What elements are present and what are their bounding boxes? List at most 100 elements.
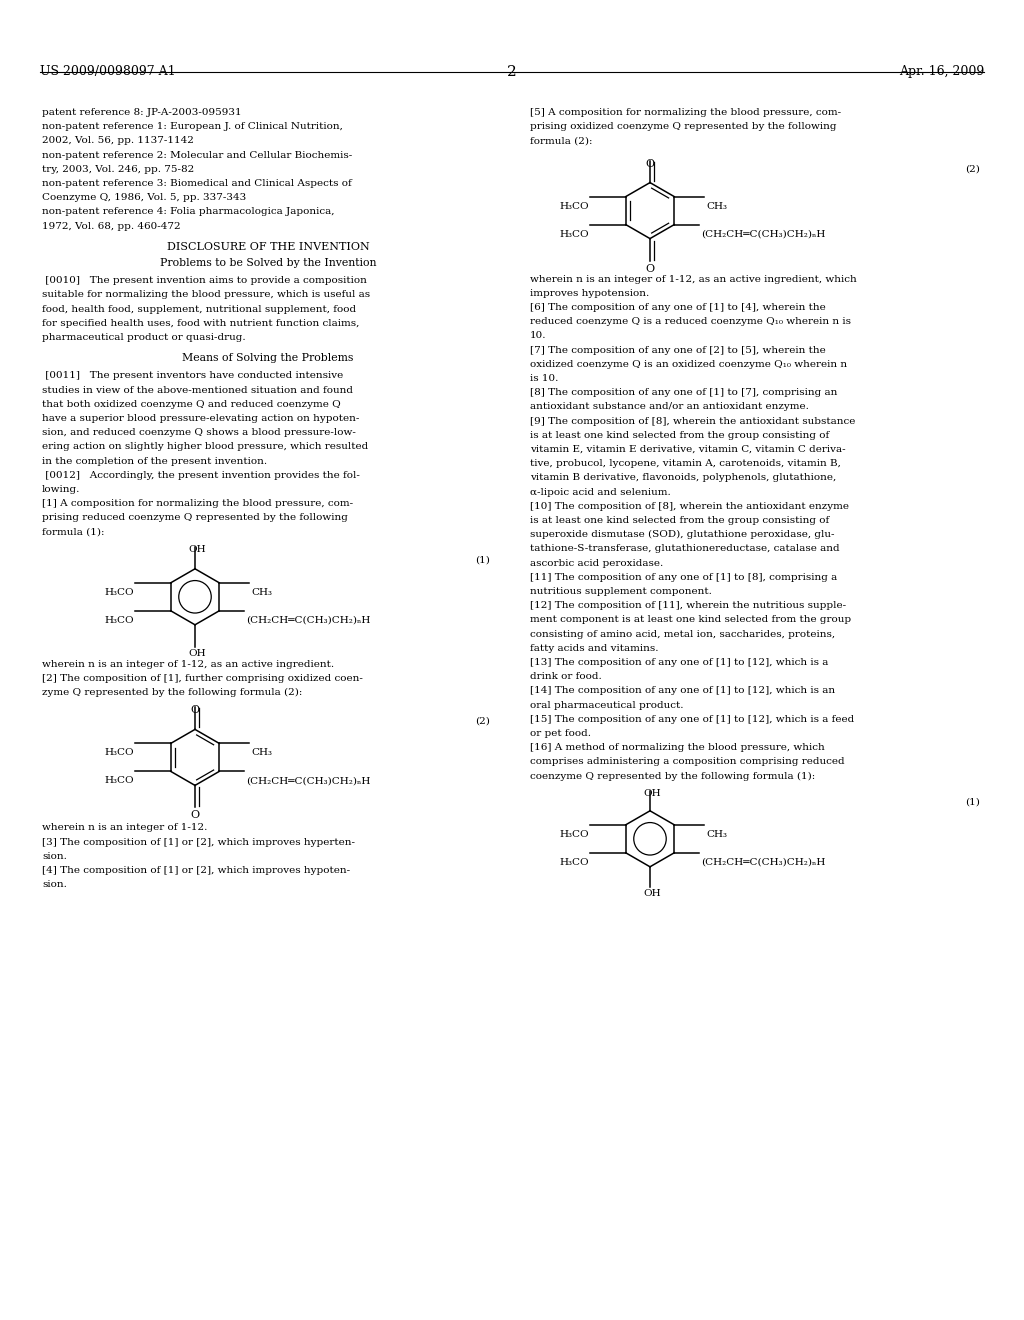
Text: [12] The composition of [11], wherein the nutritious supple-: [12] The composition of [11], wherein th… [530, 601, 846, 610]
Text: [4] The composition of [1] or [2], which improves hypoten-: [4] The composition of [1] or [2], which… [42, 866, 350, 875]
Text: non-patent reference 2: Molecular and Cellular Biochemis-: non-patent reference 2: Molecular and Ce… [42, 150, 352, 160]
Text: lowing.: lowing. [42, 484, 80, 494]
Text: oxidized coenzyme Q is an oxidized coenzyme Q₁₀ wherein n: oxidized coenzyme Q is an oxidized coenz… [530, 360, 847, 368]
Text: [9] The composition of [8], wherein the antioxidant substance: [9] The composition of [8], wherein the … [530, 417, 855, 425]
Text: vitamin E, vitamin E derivative, vitamin C, vitamin C deriva-: vitamin E, vitamin E derivative, vitamin… [530, 445, 846, 454]
Text: superoxide dismutase (SOD), glutathione peroxidase, glu-: superoxide dismutase (SOD), glutathione … [530, 531, 835, 540]
Text: tathione-S-transferase, glutathionereductase, catalase and: tathione-S-transferase, glutathionereduc… [530, 544, 840, 553]
Text: OH: OH [643, 789, 660, 797]
Text: in the completion of the present invention.: in the completion of the present inventi… [42, 457, 267, 466]
Text: [0010]   The present invention aims to provide a composition: [0010] The present invention aims to pro… [42, 276, 367, 285]
Text: [15] The composition of any one of [1] to [12], which is a feed: [15] The composition of any one of [1] t… [530, 715, 854, 723]
Text: 2: 2 [507, 65, 517, 79]
Text: that both oxidized coenzyme Q and reduced coenzyme Q: that both oxidized coenzyme Q and reduce… [42, 400, 341, 409]
Text: nutritious supplement component.: nutritious supplement component. [530, 587, 712, 597]
Text: studies in view of the above-mentioned situation and found: studies in view of the above-mentioned s… [42, 385, 353, 395]
Text: (CH₂CH═C(CH₃)CH₂)ₙH: (CH₂CH═C(CH₃)CH₂)ₙH [246, 616, 371, 624]
Text: sion.: sion. [42, 880, 67, 890]
Text: O: O [645, 158, 654, 169]
Text: ascorbic acid peroxidase.: ascorbic acid peroxidase. [530, 558, 664, 568]
Text: O: O [190, 810, 199, 821]
Text: (2): (2) [966, 165, 980, 174]
Text: CH₃: CH₃ [707, 830, 727, 838]
Text: coenzyme Q represented by the following formula (1):: coenzyme Q represented by the following … [530, 772, 815, 780]
Text: tive, probucol, lycopene, vitamin A, carotenoids, vitamin B,: tive, probucol, lycopene, vitamin A, car… [530, 459, 841, 469]
Text: non-patent reference 1: European J. of Clinical Nutrition,: non-patent reference 1: European J. of C… [42, 123, 343, 131]
Text: vitamin B derivative, flavonoids, polyphenols, glutathione,: vitamin B derivative, flavonoids, polyph… [530, 474, 837, 482]
Text: H₃CO: H₃CO [559, 230, 589, 239]
Text: α-lipoic acid and selenium.: α-lipoic acid and selenium. [530, 487, 671, 496]
Text: [6] The composition of any one of [1] to [4], wherein the: [6] The composition of any one of [1] to… [530, 304, 825, 312]
Text: (1): (1) [966, 797, 980, 807]
Text: antioxidant substance and/or an antioxidant enzyme.: antioxidant substance and/or an antioxid… [530, 403, 809, 412]
Text: wherein n is an integer of 1-12, as an active ingredient.: wherein n is an integer of 1-12, as an a… [42, 660, 334, 669]
Text: O: O [190, 705, 199, 715]
Text: (1): (1) [475, 556, 490, 565]
Text: consisting of amino acid, metal ion, saccharides, proteins,: consisting of amino acid, metal ion, sac… [530, 630, 836, 639]
Text: (CH₂CH═C(CH₃)CH₂)ₙH: (CH₂CH═C(CH₃)CH₂)ₙH [701, 858, 825, 867]
Text: patent reference 8: JP-A-2003-095931: patent reference 8: JP-A-2003-095931 [42, 108, 242, 117]
Text: [10] The composition of [8], wherein the antioxidant enzyme: [10] The composition of [8], wherein the… [530, 502, 849, 511]
Text: non-patent reference 3: Biomedical and Clinical Aspects of: non-patent reference 3: Biomedical and C… [42, 180, 352, 187]
Text: Coenzyme Q, 1986, Vol. 5, pp. 337-343: Coenzyme Q, 1986, Vol. 5, pp. 337-343 [42, 193, 246, 202]
Text: [1] A composition for normalizing the blood pressure, com-: [1] A composition for normalizing the bl… [42, 499, 353, 508]
Text: pharmaceutical product or quasi-drug.: pharmaceutical product or quasi-drug. [42, 333, 246, 342]
Text: Apr. 16, 2009: Apr. 16, 2009 [899, 65, 984, 78]
Text: OH: OH [643, 888, 660, 898]
Text: H₃CO: H₃CO [559, 830, 589, 838]
Text: suitable for normalizing the blood pressure, which is useful as: suitable for normalizing the blood press… [42, 290, 370, 300]
Text: [7] The composition of any one of [2] to [5], wherein the: [7] The composition of any one of [2] to… [530, 346, 825, 355]
Text: (2): (2) [475, 717, 490, 726]
Text: O: O [645, 264, 654, 273]
Text: have a superior blood pressure-elevating action on hypoten-: have a superior blood pressure-elevating… [42, 414, 359, 422]
Text: CH₃: CH₃ [707, 202, 727, 211]
Text: H₃CO: H₃CO [559, 202, 589, 211]
Text: H₃CO: H₃CO [104, 616, 134, 624]
Text: DISCLOSURE OF THE INVENTION: DISCLOSURE OF THE INVENTION [167, 242, 370, 252]
Text: OH: OH [188, 545, 206, 554]
Text: sion, and reduced coenzyme Q shows a blood pressure-low-: sion, and reduced coenzyme Q shows a blo… [42, 428, 356, 437]
Text: (CH₂CH═C(CH₃)CH₂)ₙH: (CH₂CH═C(CH₃)CH₂)ₙH [246, 776, 371, 785]
Text: H₃CO: H₃CO [104, 587, 134, 597]
Text: oral pharmaceutical product.: oral pharmaceutical product. [530, 701, 683, 710]
Text: is at least one kind selected from the group consisting of: is at least one kind selected from the g… [530, 516, 829, 525]
Text: [13] The composition of any one of [1] to [12], which is a: [13] The composition of any one of [1] t… [530, 657, 828, 667]
Text: improves hypotension.: improves hypotension. [530, 289, 649, 298]
Text: CH₃: CH₃ [251, 587, 272, 597]
Text: reduced coenzyme Q is a reduced coenzyme Q₁₀ wherein n is: reduced coenzyme Q is a reduced coenzyme… [530, 317, 851, 326]
Text: H₃CO: H₃CO [559, 858, 589, 867]
Text: formula (2):: formula (2): [530, 136, 593, 145]
Text: for specified health uses, food with nutrient function claims,: for specified health uses, food with nut… [42, 319, 359, 327]
Text: (CH₂CH═C(CH₃)CH₂)ₙH: (CH₂CH═C(CH₃)CH₂)ₙH [701, 230, 825, 239]
Text: drink or food.: drink or food. [530, 672, 602, 681]
Text: [16] A method of normalizing the blood pressure, which: [16] A method of normalizing the blood p… [530, 743, 824, 752]
Text: H₃CO: H₃CO [104, 748, 134, 758]
Text: [0011]   The present inventors have conducted intensive: [0011] The present inventors have conduc… [42, 371, 343, 380]
Text: formula (1):: formula (1): [42, 528, 104, 537]
Text: [3] The composition of [1] or [2], which improves hyperten-: [3] The composition of [1] or [2], which… [42, 838, 355, 846]
Text: is at least one kind selected from the group consisting of: is at least one kind selected from the g… [530, 430, 829, 440]
Text: 2002, Vol. 56, pp. 1137-1142: 2002, Vol. 56, pp. 1137-1142 [42, 136, 194, 145]
Text: or pet food.: or pet food. [530, 729, 591, 738]
Text: Problems to be Solved by the Invention: Problems to be Solved by the Invention [160, 257, 376, 268]
Text: [5] A composition for normalizing the blood pressure, com-: [5] A composition for normalizing the bl… [530, 108, 841, 117]
Text: Means of Solving the Problems: Means of Solving the Problems [182, 354, 353, 363]
Text: OH: OH [188, 649, 206, 657]
Text: sion.: sion. [42, 851, 67, 861]
Text: wherein n is an integer of 1-12.: wherein n is an integer of 1-12. [42, 824, 208, 833]
Text: food, health food, supplement, nutritional supplement, food: food, health food, supplement, nutrition… [42, 305, 356, 314]
Text: comprises administering a composition comprising reduced: comprises administering a composition co… [530, 758, 845, 767]
Text: [8] The composition of any one of [1] to [7], comprising an: [8] The composition of any one of [1] to… [530, 388, 838, 397]
Text: non-patent reference 4: Folia pharmacologica Japonica,: non-patent reference 4: Folia pharmacolo… [42, 207, 335, 216]
Text: zyme Q represented by the following formula (2):: zyme Q represented by the following form… [42, 688, 302, 697]
Text: 1972, Vol. 68, pp. 460-472: 1972, Vol. 68, pp. 460-472 [42, 222, 180, 231]
Text: fatty acids and vitamins.: fatty acids and vitamins. [530, 644, 658, 653]
Text: try, 2003, Vol. 246, pp. 75-82: try, 2003, Vol. 246, pp. 75-82 [42, 165, 195, 174]
Text: [14] The composition of any one of [1] to [12], which is an: [14] The composition of any one of [1] t… [530, 686, 836, 696]
Text: [11] The composition of any one of [1] to [8], comprising a: [11] The composition of any one of [1] t… [530, 573, 838, 582]
Text: is 10.: is 10. [530, 374, 558, 383]
Text: CH₃: CH₃ [251, 748, 272, 758]
Text: ment component is at least one kind selected from the group: ment component is at least one kind sele… [530, 615, 851, 624]
Text: ering action on slightly higher blood pressure, which resulted: ering action on slightly higher blood pr… [42, 442, 369, 451]
Text: prising oxidized coenzyme Q represented by the following: prising oxidized coenzyme Q represented … [530, 123, 837, 131]
